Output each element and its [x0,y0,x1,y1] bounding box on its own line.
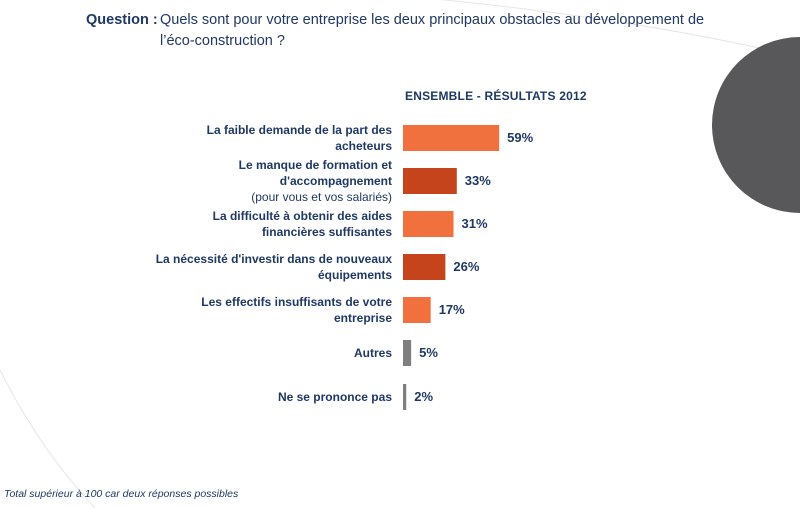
bar-1 [403,125,500,151]
category-label-2-line-2: d'accompagnement [279,174,392,188]
category-label-3: La difficulté à obtenir des aides financi… [132,208,392,240]
value-label-5: 17% [438,302,465,317]
decorative-grey-circle [712,37,800,213]
chart-title: ENSEMBLE - RÉSULTATS 2012 [405,89,587,103]
category-label-2-line-1: Le manque de formation et [238,158,392,172]
category-label-1-line-1: La faible demande de la part des [206,123,392,137]
category-label-1-line-2: acheteurs [335,139,392,153]
category-label-7: Ne se prononce pas [132,389,392,405]
category-label-3-line-2: financières suffisantes [261,225,392,239]
bar-2 [403,168,457,194]
question-text-line2: l’éco-construction ? [160,33,285,49]
decorative-arc-left [0,369,96,508]
value-label-2: 33% [464,173,491,188]
bar-6 [403,340,412,366]
category-label-2-sub: (pour vous et vos salariés) [251,190,392,204]
category-label-7-line-1: Ne se prononce pas [277,390,392,404]
category-label-3-line-1: La difficulté à obtenir des aides [212,209,392,223]
value-label-3: 31% [461,216,488,231]
footnote: Total supérieur à 100 car deux réponses … [4,488,239,500]
question-label: Question : [86,12,158,28]
category-label-6: Autres [132,345,392,361]
value-label-6: 5% [419,345,438,360]
category-label-4: La nécessité d'investir dans de nouveaux… [132,251,392,283]
decorative-arc-top [439,0,791,56]
value-label-4: 26% [453,259,480,274]
category-label-5-line-1: Les effectifs insuffisants de votre [201,295,392,309]
question-block: Question : Quels sont pour votre entrepri… [86,10,726,52]
category-label-2: Le manque de formation et d'accompagnemen… [132,157,392,205]
category-label-1: La faible demande de la part des acheteur… [132,122,392,154]
category-label-4-line-2: équipements [317,268,392,282]
bar-7 [403,384,407,410]
bar-5 [403,297,431,323]
value-label-7: 2% [414,389,434,404]
category-label-5-line-2: entreprise [333,311,392,325]
category-label-5: Les effectifs insuffisants de votre entre… [132,294,392,326]
category-label-6-line-1: Autres [353,346,392,360]
bar-3 [403,211,454,237]
question-text-line1: Quels sont pour votre entreprise les deu… [160,12,705,28]
category-label-4-line-1: La nécessité d'investir dans de nouveaux [155,252,392,266]
bar-4 [403,254,446,280]
value-label-1: 59% [507,130,534,145]
